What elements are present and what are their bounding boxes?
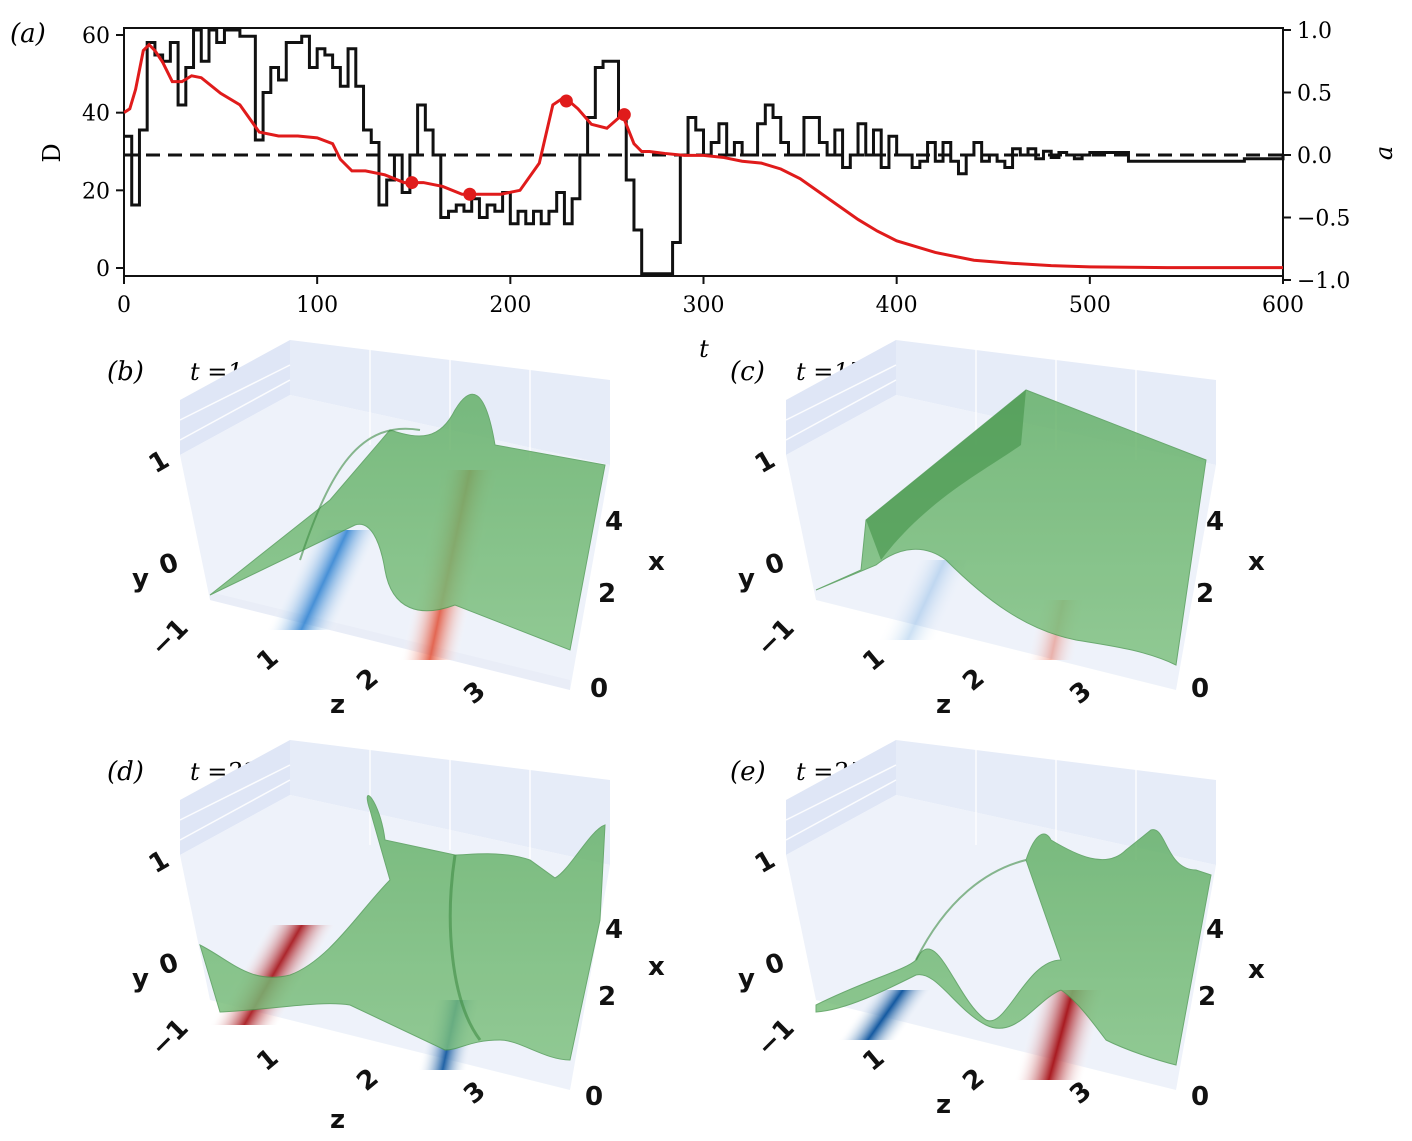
y-left-tick-label: 0 [96,257,110,282]
panel-c-ztick-1: 1 [857,643,890,678]
series-a-line [124,28,1285,276]
y-right-tick-label: 1.0 [1297,19,1332,44]
panel-b-ztick-3: 3 [458,676,491,711]
panel-e-ztick-2: 2 [957,1063,990,1098]
panel-a-line-chart: (a) 0 100 200 300 400 500 600 0 20 40 60 1.0 0.5 0.0 −… [10,19,1398,363]
panel-b-ztick-2: 2 [351,663,384,698]
panel-d-ytick-0: 0 [155,947,182,981]
panel-d-ztick-1: 1 [251,1043,284,1078]
panel-b-xtick-0: 0 [590,674,608,704]
y-right-tick-label: −0.5 [1297,207,1350,232]
panel-e-xlabel: x [1248,955,1265,985]
panel-e-ztick-3: 3 [1064,1076,1097,1111]
panel-b-ztick-1: 1 [251,643,284,678]
panel-b-label: (b) [107,357,144,387]
panel-e-zlabel: z [936,1090,951,1120]
y-axis-left-label: D [38,143,66,162]
panel-e-surface: (e) t =259 1 0 −1 y 1 2 3 z 0 2 4 x [730,740,1265,1120]
panel-d-ztick-2: 2 [351,1063,384,1098]
panel-c-ytick-m1: −1 [751,613,800,662]
panel-e-ytick-1: 1 [750,845,781,880]
x-tick-label: 400 [876,293,918,318]
panel-c-zlabel: z [936,690,951,720]
panel-a-ticks: 0 100 200 300 400 500 600 0 20 40 60 1.0 0.5 0.0 −0.5 −… [82,19,1350,318]
y-left-tick-label: 40 [82,102,110,127]
panel-d-xtick-4: 4 [605,915,623,945]
series-d-line [123,42,1283,270]
panel-d-label: (d) [107,757,144,787]
x-tick-label: 500 [1069,293,1111,318]
panel-b-xlabel: x [648,547,665,577]
d-marker [559,94,573,108]
panel-e-xtick-0: 0 [1191,1082,1209,1112]
x-tick-label: 100 [296,293,338,318]
x-axis-label: t [699,335,709,363]
x-tick-label: 300 [683,293,725,318]
x-tick-label: 200 [489,293,531,318]
panel-c-ylabel: y [738,564,755,594]
panel-e-xtick-4: 4 [1206,915,1224,945]
panel-c-xtick-2: 2 [1196,579,1214,609]
panel-d-ylabel: y [132,964,149,994]
panel-e-label: (e) [730,757,766,787]
panel-c-label: (c) [730,357,765,387]
panel-a-label: (a) [10,19,46,49]
panel-b-surface: (b) t =149 1 0 −1 y 1 2 3 z 0 2 4 [107,340,665,720]
panel-d-xtick-2: 2 [598,982,616,1012]
panel-c-surface: (c) t =179 1 0 −1 y 1 2 3 z 0 2 4 x [730,340,1265,720]
panel-c-ztick-3: 3 [1064,676,1097,711]
panel-c-xtick-0: 0 [1191,674,1209,704]
y-left-tick-label: 20 [82,179,110,204]
series-d-path [123,42,1283,270]
panel-e-ytick-0: 0 [761,947,788,981]
panel-b-zlabel: z [330,690,345,720]
d-marker [617,108,631,122]
panel-e-ytick-m1: −1 [751,1013,800,1062]
panel-e-ylabel: y [738,964,755,994]
panel-b-xtick-2: 2 [598,579,616,609]
panel-c-ytick-1: 1 [750,445,781,480]
panel-b-ytick-1: 1 [144,445,175,480]
panel-e-xtick-2: 2 [1198,982,1216,1012]
y-right-tick-label: 0.0 [1297,144,1332,169]
panel-c-ztick-2: 2 [957,663,990,698]
panel-d-ytick-1: 1 [144,845,175,880]
series-d-markers [405,94,631,201]
panel-b-ytick-m1: −1 [145,613,194,662]
panel-b-ylabel: y [132,564,149,594]
panel-d-xlabel: x [648,952,665,982]
d-marker [463,187,477,201]
x-tick-label: 0 [117,293,131,318]
panel-c-ytick-0: 0 [761,547,788,581]
panel-d-xtick-0: 0 [585,1082,603,1112]
series-a-path [124,28,1285,276]
panel-b-xtick-4: 4 [605,507,623,537]
y-right-tick-label: 0.5 [1297,82,1332,107]
panel-c-xlabel: x [1248,547,1265,577]
y-axis-right-label: a [1370,146,1398,160]
panel-e-ztick-1: 1 [857,1043,890,1078]
x-tick-label: 600 [1262,293,1304,318]
panel-d-zlabel: z [330,1105,345,1135]
panel-d-surface: (d) t =229 1 0 −1 y 1 2 3 z 0 2 4 x [107,740,665,1135]
d-marker [405,176,419,190]
panel-c-xtick-4: 4 [1206,507,1224,537]
panel-d-ytick-m1: −1 [145,1013,194,1062]
y-left-tick-label: 60 [82,24,110,49]
panel-d-ztick-3: 3 [458,1076,491,1111]
y-right-tick-label: −1.0 [1297,269,1350,294]
panel-b-ytick-0: 0 [155,547,182,581]
